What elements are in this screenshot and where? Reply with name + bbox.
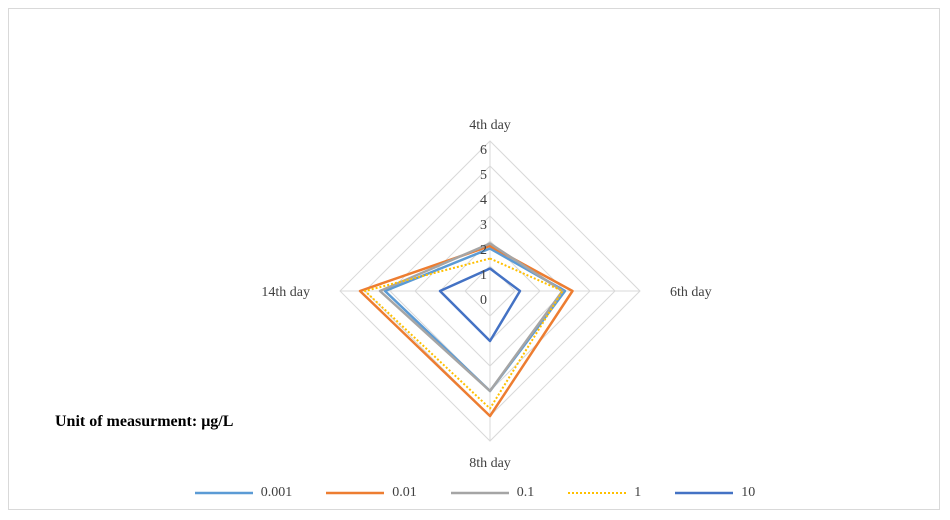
unit-note-unit: μg/L (201, 413, 233, 430)
legend-label-1: 0.01 (392, 485, 417, 501)
legend-label-4: 10 (741, 485, 755, 501)
legend-item-1: 0.01 (326, 485, 417, 501)
axis-label-3: 14th day (261, 285, 310, 300)
legend-item-2: 0.1 (451, 485, 535, 501)
legend-label-3: 1 (634, 485, 641, 501)
legend-item-3: 1 (568, 485, 641, 501)
tick-label-4: 4 (480, 193, 487, 208)
tick-label-5: 5 (480, 168, 487, 183)
legend-swatch-2 (451, 488, 509, 498)
axis-label-1: 6th day (670, 285, 712, 300)
axis-label-0: 4th day (469, 118, 511, 133)
radar-tick-labels: 0 1 2 3 4 5 6 (480, 143, 487, 308)
unit-note-prefix: Unit of measurment: (55, 413, 201, 430)
tick-label-1: 1 (480, 268, 487, 283)
legend-swatch-1 (326, 488, 384, 498)
tick-label-2: 2 (480, 243, 487, 258)
unit-note: Unit of measurment: μg/L (55, 413, 233, 431)
series-line-2 (380, 244, 563, 392)
legend-item-0: 0.001 (195, 485, 293, 501)
tick-label-0: 0 (480, 293, 487, 308)
chart-frame: 0 1 2 3 4 5 6 4th day 6th day 8th day 14th day Un… (8, 8, 940, 510)
legend-item-4: 10 (675, 485, 755, 501)
tick-label-6: 6 (480, 143, 487, 158)
legend-label-0: 0.001 (261, 485, 293, 501)
legend: 0.001 0.01 0.1 1 10 (9, 485, 941, 501)
legend-swatch-4 (675, 488, 733, 498)
tick-label-3: 3 (480, 218, 487, 233)
radar-chart: 0 1 2 3 4 5 6 4th day 6th day 8th day 14th day (9, 9, 941, 511)
axis-label-2: 8th day (469, 456, 511, 471)
legend-label-2: 0.1 (517, 485, 535, 501)
legend-swatch-0 (195, 488, 253, 498)
legend-swatch-3 (568, 488, 626, 498)
